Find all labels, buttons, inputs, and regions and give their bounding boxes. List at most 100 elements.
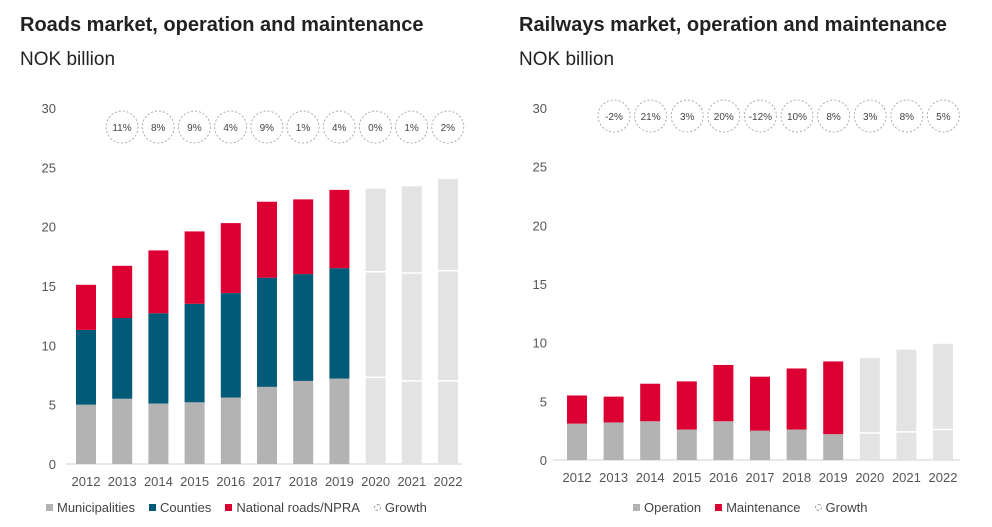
bar-segment-counties <box>76 329 96 405</box>
bar-segment-municipalities <box>220 397 241 464</box>
railways-chart-legend: Operation Maintenance Growth <box>633 500 867 515</box>
growth-label: 9% <box>187 123 202 134</box>
growth-bubble <box>250 110 284 144</box>
growth-label: 21% <box>641 112 661 123</box>
railways-chart: 0 5 10 15 20 25 30 2012 2013 2014 2015 2016 2017 2018… <box>533 99 960 485</box>
legend-swatch <box>225 504 233 511</box>
growth-label: 3% <box>863 112 878 123</box>
legend-swatch <box>373 504 381 511</box>
legend-item: Growth <box>373 500 427 515</box>
x-tick-label: 2016 <box>709 470 738 485</box>
bar-segment-municipalities <box>329 378 350 464</box>
x-tick-label: 2013 <box>108 474 137 489</box>
growth-bubble <box>214 110 248 144</box>
bar-growth-forecast <box>438 179 458 464</box>
growth-label: 9% <box>260 123 275 134</box>
bar-segment-maintenance <box>823 361 844 435</box>
legend-label: National roads/NPRA <box>236 500 360 515</box>
x-tick-label: 2018 <box>782 470 811 485</box>
bar-segment-maintenance <box>603 396 624 423</box>
bar-segment-counties <box>112 318 133 399</box>
bar-segment-maintenance <box>786 368 807 430</box>
legend-item: Counties <box>149 500 211 515</box>
legend-label: Growth <box>825 500 868 515</box>
y-tick-label: 10 <box>42 338 56 353</box>
x-tick-label: 2017 <box>746 470 775 485</box>
railways-chart-panel: 0 5 10 15 20 25 30 2012 2013 2014 2015 2016 2017 2018… <box>500 0 992 527</box>
bar-growth-forecast <box>933 343 953 460</box>
legend-swatch <box>46 504 53 511</box>
bar-segment-national-roads-npra <box>293 199 314 275</box>
bar-segment-national-roads-npra <box>148 250 169 314</box>
growth-label: 4% <box>332 123 347 134</box>
railways-chart-title: Railways market, operation and maintenan… <box>519 14 947 36</box>
growth-bubble <box>358 110 392 144</box>
bar-segment-municipalities <box>293 380 314 464</box>
x-tick-label: 2018 <box>289 474 318 489</box>
legend-swatch <box>149 504 157 511</box>
x-tick-label: 2014 <box>144 474 173 489</box>
x-tick-label: 2017 <box>253 474 282 489</box>
growth-bubble <box>431 110 465 144</box>
bar-segment-municipalities <box>184 402 205 464</box>
growth-bubble <box>322 110 356 144</box>
bar-segment-national-roads-npra <box>112 265 133 319</box>
x-tick-label: 2021 <box>397 474 426 489</box>
x-tick-label: 2020 <box>855 470 884 485</box>
bar-segment-counties <box>148 313 169 404</box>
x-tick-label: 2015 <box>672 470 701 485</box>
legend-item: National roads/NPRA <box>225 500 360 515</box>
y-tick-label: 15 <box>533 277 547 292</box>
legend-item: Maintenance <box>715 500 801 515</box>
bar-segment-maintenance <box>713 364 734 422</box>
growth-label: 3% <box>680 112 695 123</box>
growth-bubble <box>105 110 139 144</box>
growth-bubble <box>707 99 741 133</box>
bar-segment-maintenance <box>750 376 770 431</box>
legend-item: Municipalities <box>46 500 135 515</box>
bar-segment-municipalities <box>148 403 169 464</box>
y-tick-label: 5 <box>540 394 547 409</box>
growth-bubble <box>634 99 668 133</box>
bar-segment-operation <box>750 430 770 460</box>
y-tick-label: 25 <box>42 160 56 175</box>
legend-label: Counties <box>160 500 212 515</box>
x-tick-label: 2022 <box>434 474 463 489</box>
bar-segment-counties <box>293 274 314 381</box>
bar-segment-national-roads-npra <box>329 189 350 269</box>
legend-label: Growth <box>384 500 427 515</box>
bar-segment-counties <box>184 303 205 403</box>
bar-segment-operation <box>567 423 587 460</box>
x-tick-label: 2020 <box>361 474 390 489</box>
y-tick-label: 5 <box>49 398 56 413</box>
legend-label: Maintenance <box>726 500 801 515</box>
bar-growth-forecast <box>896 349 917 460</box>
growth-bubble <box>926 99 960 133</box>
growth-label: 20% <box>714 112 734 123</box>
growth-label: 1% <box>404 123 419 134</box>
growth-bubble <box>817 99 851 133</box>
growth-bubble <box>286 110 320 144</box>
x-tick-label: 2013 <box>599 470 628 485</box>
legend-item: Growth <box>814 500 868 515</box>
growth-label: 8% <box>151 123 166 134</box>
y-tick-label: 15 <box>42 279 56 294</box>
growth-label: 5% <box>936 112 951 123</box>
bar-segment-maintenance <box>640 383 661 422</box>
growth-bubble <box>141 110 175 144</box>
bar-segment-operation <box>676 429 697 460</box>
roads-chart-title: Roads market, operation and maintenance <box>20 14 424 36</box>
y-tick-label: 25 <box>533 160 547 175</box>
growth-bubble <box>890 99 924 133</box>
bar-segment-national-roads-npra <box>257 201 277 278</box>
x-tick-label: 2014 <box>636 470 665 485</box>
legend-label: Municipalities <box>57 500 136 515</box>
y-tick-label: 30 <box>42 101 56 116</box>
growth-label: 11% <box>112 123 131 134</box>
x-tick-label: 2021 <box>892 470 921 485</box>
bar-segment-operation <box>640 421 661 460</box>
bar-segment-counties <box>257 277 277 387</box>
growth-label: 2% <box>441 123 456 134</box>
legend-swatch <box>633 504 640 511</box>
bar-segment-national-roads-npra <box>76 284 96 330</box>
